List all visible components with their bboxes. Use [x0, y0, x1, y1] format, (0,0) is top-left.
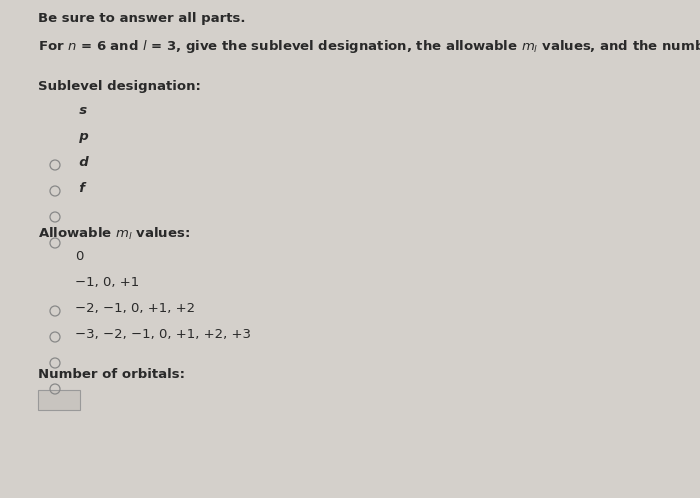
Text: s: s — [70, 104, 87, 117]
Text: −1, 0, +1: −1, 0, +1 — [75, 276, 139, 289]
Text: 0: 0 — [75, 250, 83, 263]
Text: Number of orbitals:: Number of orbitals: — [38, 368, 185, 381]
Text: Allowable $m_l$ values:: Allowable $m_l$ values: — [38, 226, 190, 242]
Text: −3, −2, −1, 0, +1, +2, +3: −3, −2, −1, 0, +1, +2, +3 — [75, 328, 251, 341]
Text: p: p — [70, 130, 89, 143]
Text: Be sure to answer all parts.: Be sure to answer all parts. — [38, 12, 246, 25]
Text: f: f — [70, 182, 85, 195]
Text: For $n$ = 6 and $l$ = 3, give the sublevel designation, the allowable $m_l$ valu: For $n$ = 6 and $l$ = 3, give the sublev… — [38, 38, 700, 55]
Text: −2, −1, 0, +1, +2: −2, −1, 0, +1, +2 — [75, 302, 195, 315]
Text: Sublevel designation:: Sublevel designation: — [38, 80, 201, 93]
Text: d: d — [70, 156, 89, 169]
